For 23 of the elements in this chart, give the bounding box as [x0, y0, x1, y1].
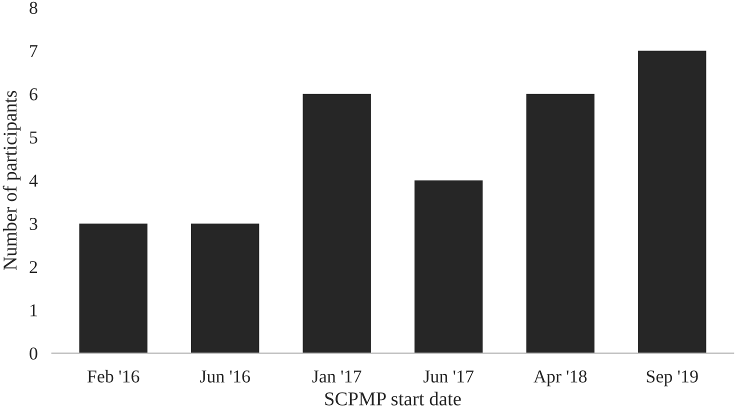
y-tick-label: 0 [30, 347, 38, 360]
y-axis-title: Number of participants [2, 90, 21, 270]
y-tick-label: 5 [30, 132, 38, 144]
bar [526, 94, 594, 354]
y-tick-label: 4 [29, 174, 38, 187]
y-tick-label: 2 [30, 261, 37, 274]
y-tick-label: 8 [30, 2, 38, 14]
x-tick-label: Jun '16 [200, 370, 250, 383]
bar [638, 50, 706, 354]
x-tick-label: Feb '16 [87, 370, 140, 383]
x-tick-label: Jan '17 [312, 370, 362, 383]
y-tick-label: 6 [30, 88, 38, 100]
bar [302, 94, 371, 354]
x-tick-label: Sep '19 [646, 370, 698, 386]
bar [414, 180, 483, 354]
y-tick-label: 7 [30, 45, 38, 57]
bar [191, 224, 260, 354]
y-tick-label: 1 [30, 304, 37, 316]
x-axis-title: SCPMP start date [325, 392, 461, 406]
y-tick-label: 3 [30, 218, 38, 230]
bar [79, 224, 148, 354]
x-tick-label: Jun '17 [424, 370, 474, 383]
x-tick-label: Apr '18 [534, 370, 587, 386]
